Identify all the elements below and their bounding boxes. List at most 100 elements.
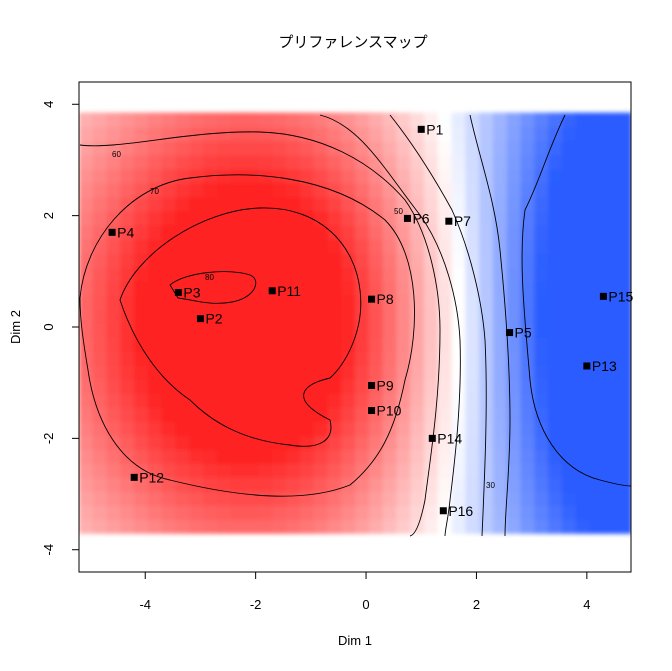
heat-cell bbox=[286, 392, 301, 408]
heat-cell bbox=[230, 154, 246, 170]
heat-cell bbox=[617, 448, 631, 464]
x-axis: -4 -2 0 2 4 bbox=[139, 571, 590, 612]
heat-cell bbox=[272, 182, 287, 198]
heat-cell bbox=[396, 140, 411, 156]
heat-cell bbox=[217, 308, 232, 324]
point-p5: P5 bbox=[506, 325, 532, 341]
heat-cell bbox=[106, 182, 122, 198]
heat-cell bbox=[424, 448, 439, 464]
heat-cell bbox=[106, 350, 122, 366]
heat-cell bbox=[451, 406, 467, 422]
heat-cell bbox=[341, 519, 356, 534]
heat-cell bbox=[79, 182, 94, 198]
heat-cell bbox=[479, 140, 494, 156]
heat-cell bbox=[120, 294, 135, 310]
heat-cell bbox=[79, 420, 94, 436]
heat-cell bbox=[120, 406, 135, 422]
heat-cell bbox=[437, 308, 453, 324]
heat-cell bbox=[355, 322, 370, 338]
heat-cell bbox=[548, 462, 563, 478]
heat-cell bbox=[258, 462, 273, 478]
heat-cell bbox=[534, 140, 549, 156]
heat-cell bbox=[520, 112, 536, 128]
heat-cell bbox=[355, 476, 370, 492]
heat-cell bbox=[465, 280, 480, 296]
heat-cell bbox=[437, 490, 453, 506]
heat-cell bbox=[589, 238, 605, 254]
heat-cell bbox=[286, 350, 301, 366]
heat-cell bbox=[465, 224, 480, 240]
heat-cell bbox=[396, 322, 411, 338]
heat-cell bbox=[203, 182, 218, 198]
heat-cell bbox=[465, 378, 480, 394]
heat-cell bbox=[92, 308, 108, 324]
heat-cell bbox=[562, 126, 577, 142]
heat-cell bbox=[175, 462, 191, 478]
heat-cell bbox=[368, 420, 384, 436]
contour-20 bbox=[521, 114, 631, 487]
heat-cell bbox=[382, 406, 398, 422]
heat-cell bbox=[382, 490, 398, 506]
heat-cell bbox=[272, 378, 287, 394]
heat-cell bbox=[575, 140, 591, 156]
heat-cell bbox=[313, 392, 329, 408]
point-p11: P11 bbox=[268, 283, 301, 299]
heat-cell bbox=[120, 448, 135, 464]
heat-cell bbox=[217, 378, 232, 394]
heat-cell bbox=[244, 350, 260, 366]
heat-cell bbox=[313, 224, 329, 240]
heat-cell bbox=[341, 238, 356, 254]
heat-cell bbox=[506, 392, 522, 408]
heat-cell bbox=[465, 238, 480, 254]
heat-cell bbox=[230, 462, 246, 478]
heat-cell bbox=[217, 154, 232, 170]
heat-cell bbox=[617, 350, 631, 366]
heat-cell bbox=[424, 322, 439, 338]
heat-cell bbox=[258, 126, 273, 142]
heat-cell bbox=[355, 350, 370, 366]
heat-cell bbox=[106, 378, 122, 394]
heat-cell bbox=[465, 336, 480, 352]
heat-cell bbox=[396, 519, 411, 534]
heat-cell bbox=[603, 364, 618, 380]
heat-cell bbox=[230, 140, 246, 156]
heat-cell bbox=[286, 238, 301, 254]
heat-cell bbox=[382, 266, 398, 282]
heat-cell bbox=[493, 252, 508, 268]
heat-cell bbox=[203, 238, 218, 254]
heat-cell bbox=[562, 336, 577, 352]
heat-cell bbox=[341, 406, 356, 422]
heat-cell bbox=[603, 378, 618, 394]
heat-cell bbox=[603, 505, 618, 520]
heat-cell bbox=[286, 266, 301, 282]
heat-cell bbox=[148, 519, 163, 534]
heat-cell bbox=[493, 112, 508, 128]
heat-cell bbox=[92, 154, 108, 170]
heat-cell bbox=[479, 364, 494, 380]
heat-cell bbox=[437, 420, 453, 436]
heat-cell bbox=[617, 434, 631, 450]
heat-cell bbox=[175, 308, 191, 324]
heat-cell bbox=[161, 210, 177, 226]
heat-cell bbox=[617, 505, 631, 520]
heat-cell bbox=[313, 154, 329, 170]
heat-cell bbox=[520, 140, 536, 156]
heat-cell bbox=[410, 224, 425, 240]
heat-cell bbox=[368, 364, 384, 380]
heat-cell bbox=[465, 182, 480, 198]
heat-cell bbox=[562, 519, 577, 534]
heat-cell bbox=[161, 294, 177, 310]
heat-cell bbox=[465, 210, 480, 226]
point-label: P11 bbox=[277, 283, 301, 299]
heat-cell bbox=[92, 140, 108, 156]
heat-cell bbox=[106, 238, 122, 254]
heat-cell bbox=[286, 462, 301, 478]
heat-cell bbox=[341, 378, 356, 394]
heat-cell bbox=[203, 322, 218, 338]
heat-cell bbox=[92, 196, 108, 212]
heat-cell bbox=[161, 196, 177, 212]
point-label: P2 bbox=[205, 311, 222, 327]
heat-cell bbox=[203, 364, 218, 380]
heat-cell bbox=[451, 519, 467, 534]
heat-cell bbox=[396, 252, 411, 268]
